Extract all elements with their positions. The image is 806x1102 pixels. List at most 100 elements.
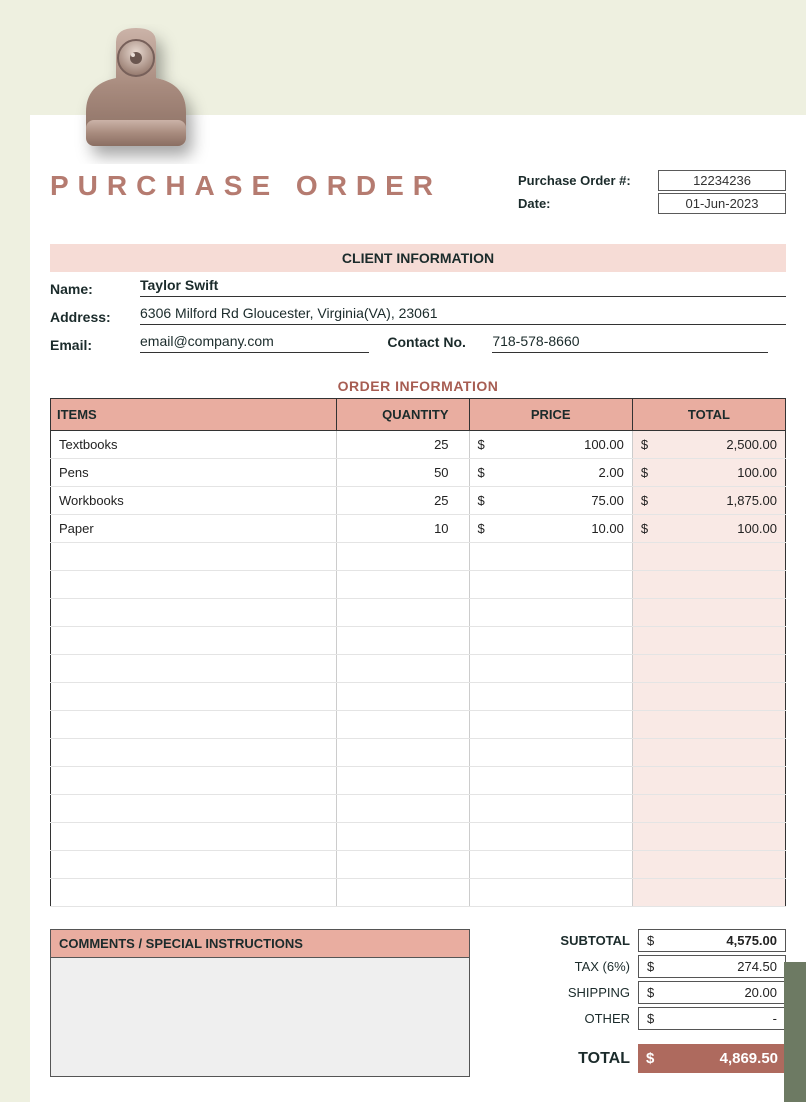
table-row: Pens50$2.00$100.00 xyxy=(51,459,786,487)
total-cell: $1,875.00 xyxy=(632,487,785,515)
email-value: email@company.com xyxy=(140,333,369,353)
subtotal-label: SUBTOTAL xyxy=(490,933,630,948)
date-value: 01-Jun-2023 xyxy=(658,193,786,214)
item-cell xyxy=(51,823,337,851)
qty-cell: 50 xyxy=(336,459,469,487)
total-cell xyxy=(632,627,785,655)
order-table: ITEMS QUANTITY PRICE TOTAL Textbooks25$1… xyxy=(50,398,786,907)
order-header-row: ITEMS QUANTITY PRICE TOTAL xyxy=(51,399,786,431)
item-cell: Paper xyxy=(51,515,337,543)
email-label: Email: xyxy=(50,337,140,353)
order-info-title: ORDER INFORMATION xyxy=(50,378,786,394)
comments-body xyxy=(50,957,470,1077)
col-qty-header: QUANTITY xyxy=(336,399,469,431)
table-row xyxy=(51,627,786,655)
price-cell xyxy=(469,627,632,655)
price-cell xyxy=(469,851,632,879)
qty-cell xyxy=(336,767,469,795)
item-cell xyxy=(51,711,337,739)
other-label: OTHER xyxy=(490,1011,630,1026)
qty-cell xyxy=(336,599,469,627)
item-cell xyxy=(51,655,337,683)
total-cell: $2,500.00 xyxy=(632,431,785,459)
currency-symbol: $ xyxy=(647,1011,654,1026)
price-cell xyxy=(469,683,632,711)
qty-cell xyxy=(336,739,469,767)
contact-value: 718-578-8660 xyxy=(492,333,768,353)
binder-clip-icon xyxy=(68,24,228,169)
price-cell: $10.00 xyxy=(469,515,632,543)
subtotal-amount: 4,575.00 xyxy=(726,933,777,948)
name-value: Taylor Swift xyxy=(140,277,786,297)
item-cell: Pens xyxy=(51,459,337,487)
col-total-header: TOTAL xyxy=(632,399,785,431)
tax-label: TAX (6%) xyxy=(490,959,630,974)
table-row xyxy=(51,711,786,739)
table-row xyxy=(51,599,786,627)
contact-label: Contact No. xyxy=(387,334,492,353)
item-cell xyxy=(51,767,337,795)
page-title: PURCHASE ORDER xyxy=(50,170,498,202)
qty-cell: 25 xyxy=(336,487,469,515)
comments-box: COMMENTS / SPECIAL INSTRUCTIONS xyxy=(50,929,470,1077)
summary-section: SUBTOTAL $ 4,575.00 TAX (6%) $ 274.50 SH… xyxy=(490,929,786,1073)
total-cell: $100.00 xyxy=(632,459,785,487)
bottom-section: COMMENTS / SPECIAL INSTRUCTIONS SUBTOTAL… xyxy=(50,929,786,1077)
qty-cell xyxy=(336,823,469,851)
name-label: Name: xyxy=(50,281,140,297)
price-cell xyxy=(469,795,632,823)
total-label: TOTAL xyxy=(490,1050,630,1068)
total-cell xyxy=(632,711,785,739)
col-price-header: PRICE xyxy=(469,399,632,431)
price-cell xyxy=(469,655,632,683)
other-value: $ - xyxy=(638,1007,786,1030)
po-number-label: Purchase Order #: xyxy=(518,173,648,188)
table-row xyxy=(51,655,786,683)
qty-cell xyxy=(336,683,469,711)
table-row xyxy=(51,543,786,571)
header-row: PURCHASE ORDER Purchase Order #: 1223423… xyxy=(50,170,786,214)
table-row xyxy=(51,879,786,907)
qty-cell xyxy=(336,627,469,655)
qty-cell: 25 xyxy=(336,431,469,459)
table-row: Textbooks25$100.00$2,500.00 xyxy=(51,431,786,459)
po-meta: Purchase Order #: 12234236 Date: 01-Jun-… xyxy=(518,170,786,214)
client-info-banner: CLIENT INFORMATION xyxy=(50,244,786,272)
currency-symbol: $ xyxy=(646,1050,654,1067)
table-row xyxy=(51,795,786,823)
total-cell xyxy=(632,655,785,683)
total-cell xyxy=(632,851,785,879)
client-info-section: CLIENT INFORMATION Name: Taylor Swift Ad… xyxy=(50,244,786,356)
currency-symbol: $ xyxy=(647,933,654,948)
table-row xyxy=(51,739,786,767)
item-cell xyxy=(51,543,337,571)
table-row xyxy=(51,683,786,711)
price-cell xyxy=(469,879,632,907)
item-cell xyxy=(51,795,337,823)
table-row: Paper10$10.00$100.00 xyxy=(51,515,786,543)
total-cell xyxy=(632,823,785,851)
qty-cell xyxy=(336,543,469,571)
price-cell xyxy=(469,599,632,627)
table-row xyxy=(51,851,786,879)
item-cell xyxy=(51,599,337,627)
item-cell: Textbooks xyxy=(51,431,337,459)
price-cell xyxy=(469,571,632,599)
total-cell xyxy=(632,571,785,599)
price-cell xyxy=(469,543,632,571)
table-row xyxy=(51,767,786,795)
address-label: Address: xyxy=(50,309,140,325)
total-cell xyxy=(632,739,785,767)
price-cell: $2.00 xyxy=(469,459,632,487)
currency-symbol: $ xyxy=(647,959,654,974)
po-number-value: 12234236 xyxy=(658,170,786,191)
subtotal-value: $ 4,575.00 xyxy=(638,929,786,952)
table-row xyxy=(51,571,786,599)
item-cell: Workbooks xyxy=(51,487,337,515)
price-cell xyxy=(469,767,632,795)
qty-cell xyxy=(336,571,469,599)
document-page: PURCHASE ORDER Purchase Order #: 1223423… xyxy=(30,115,806,1102)
qty-cell xyxy=(336,879,469,907)
item-cell xyxy=(51,683,337,711)
table-row: Workbooks25$75.00$1,875.00 xyxy=(51,487,786,515)
